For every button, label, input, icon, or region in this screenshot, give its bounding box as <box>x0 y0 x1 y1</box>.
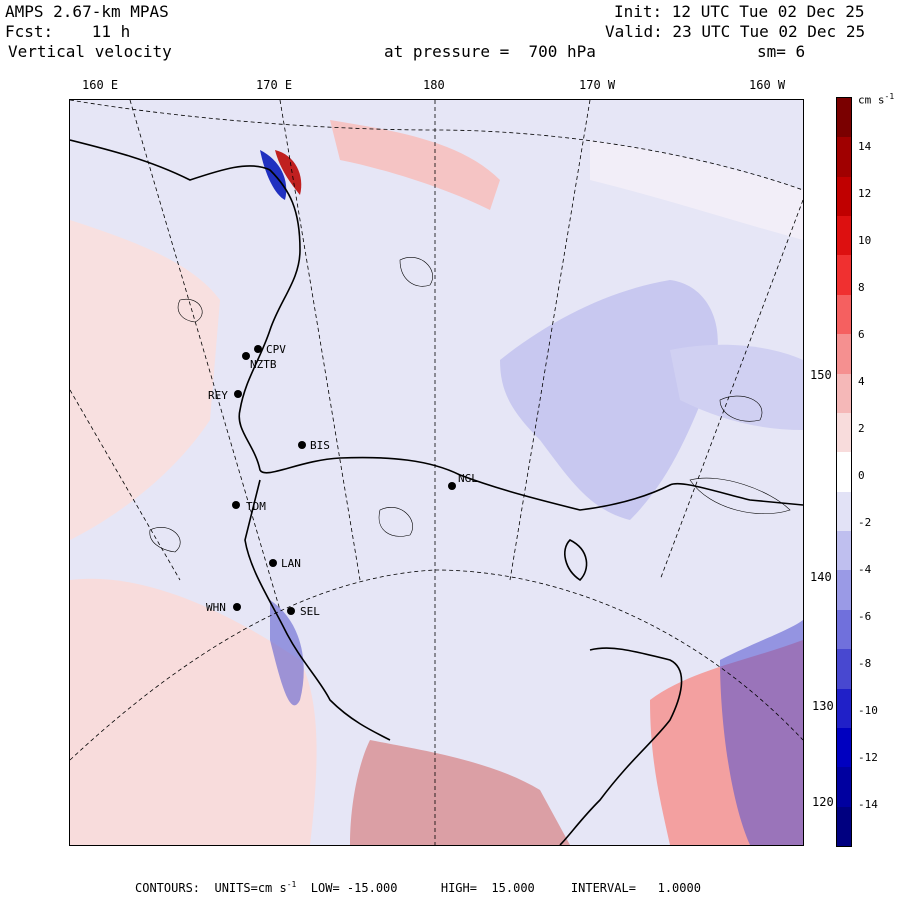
colorbar-segment <box>837 98 851 138</box>
forecast-hour: Fcst: 11 h <box>5 22 131 41</box>
station-marker <box>448 482 456 490</box>
negative-region <box>670 344 803 430</box>
colorbar-segment <box>837 609 851 650</box>
colorbar-tick-label: 0 <box>858 469 865 482</box>
colorbar-segment <box>837 176 851 217</box>
station-marker <box>242 352 250 360</box>
vertical-velocity-map: CPV NZTB REY BIS NGL TDM LAN WHN SEL <box>69 99 804 846</box>
colorbar-segment <box>837 216 851 256</box>
colorbar-tick-label: -12 <box>858 751 878 764</box>
colorbar-segment <box>837 727 851 768</box>
colorbar-segment <box>837 806 851 847</box>
valid-time: Valid: 23 UTC Tue 02 Dec 25 <box>605 22 866 41</box>
coastline <box>70 139 803 845</box>
colorbar-tick-label: 8 <box>858 281 865 294</box>
colorbar-tick-label: -2 <box>858 516 872 529</box>
station-label-bis: BIS <box>310 439 330 452</box>
colorbar-tick-label: 14 <box>858 140 872 153</box>
colorbar-tick-label: -10 <box>858 704 878 717</box>
contour-lines <box>149 257 791 553</box>
neutral-region <box>590 140 803 240</box>
colorbar-segment <box>837 412 851 453</box>
colorbar <box>836 97 852 847</box>
station-marker <box>234 390 242 398</box>
smoothing: sm= 6 <box>757 42 806 61</box>
colorbar-segment <box>837 452 851 493</box>
colorbar-tick-label: -6 <box>858 610 872 623</box>
positive-region <box>70 220 220 540</box>
colorbar-segment <box>837 373 851 414</box>
lon-label-170e: 170 E <box>256 78 293 92</box>
station-marker <box>269 559 277 567</box>
lon-label-160e: 160 E <box>82 78 119 92</box>
station-label-ngl: NGL <box>458 472 478 485</box>
colorbar-segment <box>837 531 851 571</box>
positive-region <box>330 120 500 210</box>
negative-region <box>720 620 803 845</box>
model-title: AMPS 2.67-km MPAS <box>5 2 169 21</box>
station-label-rey: REY <box>208 389 228 402</box>
station-marker <box>233 603 241 611</box>
positive-region <box>275 150 302 195</box>
colorbar-tick-label: 6 <box>858 328 865 341</box>
colorbar-segment <box>837 255 851 296</box>
colorbar-segment <box>837 688 851 729</box>
colorbar-segment <box>837 570 851 611</box>
colorbar-tick-label: -14 <box>858 798 878 811</box>
lon-label-180: 180 <box>423 78 445 92</box>
negative-region <box>500 280 718 520</box>
map-canvas: CPV NZTB REY BIS NGL TDM LAN WHN SEL <box>70 100 803 845</box>
colorbar-segment <box>837 767 851 808</box>
negative-region <box>270 600 304 706</box>
colorbar-tick-label: -8 <box>858 657 872 670</box>
positive-region <box>70 578 317 845</box>
contour-info: CONTOURS: UNITS=cm s-1 LOW= -15.000 HIGH… <box>135 880 701 895</box>
station-label-cpv: CPV <box>266 343 286 356</box>
station-marker <box>298 441 306 449</box>
negative-region <box>260 150 287 200</box>
colorbar-units: cm s-1 <box>858 92 895 107</box>
colorbar-segment <box>837 649 851 690</box>
init-time: Init: 12 UTC Tue 02 Dec 25 <box>614 2 865 21</box>
field-name: Vertical velocity <box>8 42 172 61</box>
station-label-whn: WHN <box>206 601 226 614</box>
station-marker <box>254 345 262 353</box>
pressure-level: at pressure = 700 hPa <box>384 42 596 61</box>
stations: CPV NZTB REY BIS NGL TDM LAN WHN SEL <box>206 343 478 618</box>
colorbar-tick-label: 12 <box>858 187 872 200</box>
station-marker <box>287 607 295 615</box>
lon-label-170w: 170 W <box>579 78 616 92</box>
station-label-sel: SEL <box>300 605 320 618</box>
colorbar-segment <box>837 334 851 375</box>
station-marker <box>232 501 240 509</box>
colorbar-tick-label: 10 <box>858 234 872 247</box>
station-label-lan: LAN <box>281 557 301 570</box>
station-label-nztb: NZTB <box>250 358 277 371</box>
station-label-tdm: TDM <box>246 500 266 513</box>
colorbar-tick-label: 4 <box>858 375 865 388</box>
colorbar-segment <box>837 137 851 178</box>
colorbar-tick-label: 2 <box>858 422 865 435</box>
colorbar-segment <box>837 491 851 532</box>
colorbar-segment <box>837 294 851 335</box>
positive-region <box>350 740 570 845</box>
colorbar-tick-label: -4 <box>858 563 872 576</box>
lon-label-160w: 160 W <box>749 78 786 92</box>
